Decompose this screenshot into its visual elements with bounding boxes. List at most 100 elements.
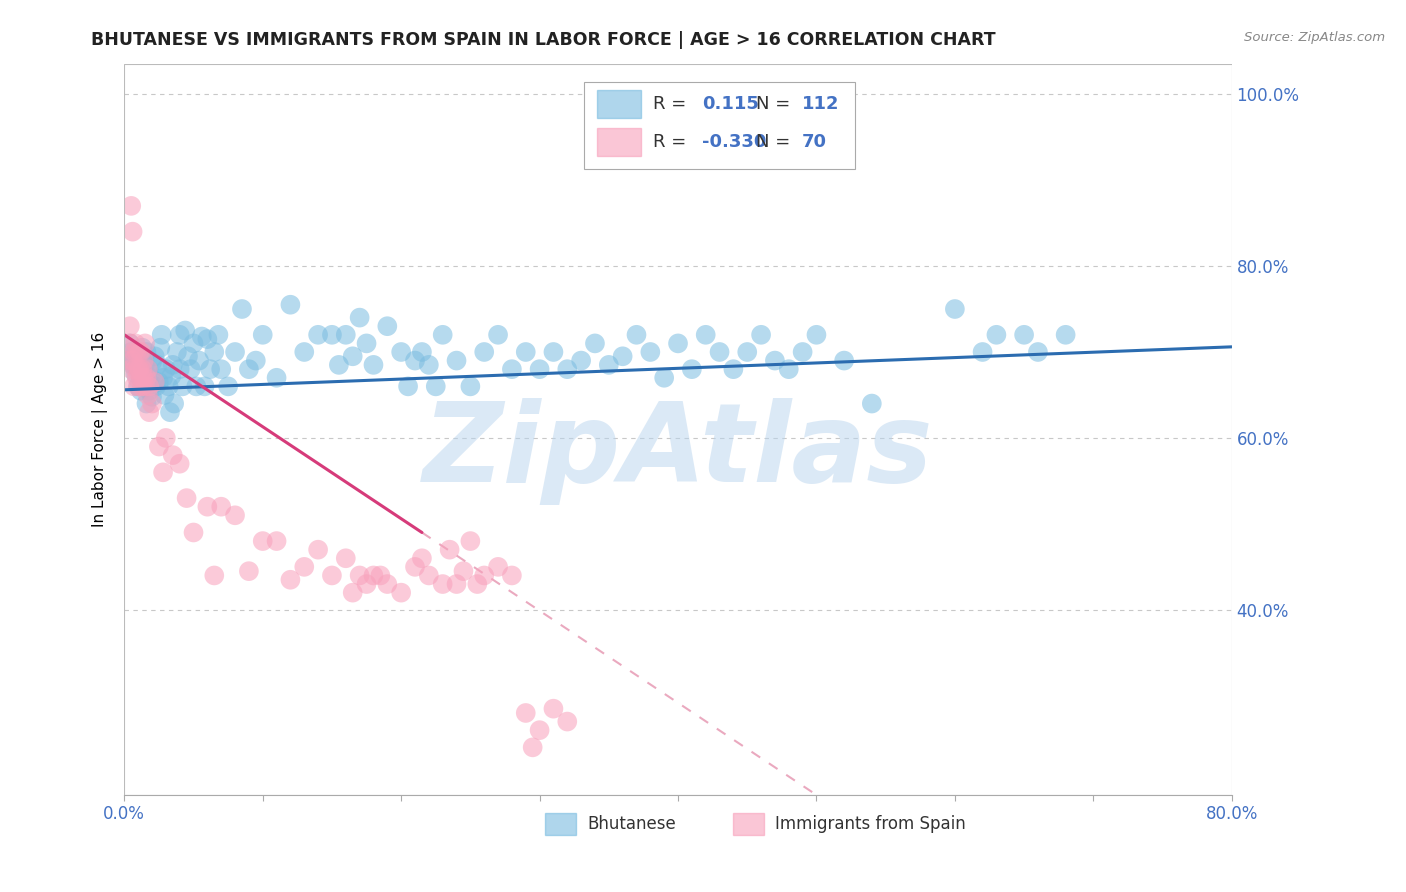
Point	[404, 353, 426, 368]
Point	[252, 327, 274, 342]
Point	[522, 740, 544, 755]
Point	[136, 362, 159, 376]
Point	[472, 345, 495, 359]
Point	[125, 345, 148, 359]
Point	[202, 568, 225, 582]
Point	[174, 324, 197, 338]
Point	[131, 341, 153, 355]
Point	[342, 585, 364, 599]
Point	[135, 396, 157, 410]
Point	[626, 327, 648, 342]
Point	[191, 329, 214, 343]
Text: R =: R =	[652, 95, 686, 113]
Point	[141, 396, 163, 410]
Point	[143, 375, 166, 389]
Text: Source: ZipAtlas.com: Source: ZipAtlas.com	[1244, 31, 1385, 45]
Point	[446, 577, 468, 591]
Point	[328, 358, 350, 372]
Text: ZipAtlas: ZipAtlas	[423, 398, 934, 505]
Point	[136, 388, 159, 402]
Point	[124, 362, 146, 376]
Point	[375, 577, 398, 591]
Point	[148, 375, 170, 389]
Point	[763, 353, 786, 368]
Point	[124, 336, 146, 351]
Text: Bhutanese: Bhutanese	[588, 815, 676, 833]
Point	[425, 379, 447, 393]
Point	[117, 353, 139, 368]
Point	[389, 345, 412, 359]
Point	[356, 336, 378, 351]
Point	[194, 379, 217, 393]
Point	[120, 345, 142, 359]
Point	[292, 559, 315, 574]
Point	[188, 353, 211, 368]
Point	[207, 327, 229, 342]
Point	[138, 379, 160, 393]
Point	[138, 375, 160, 389]
Point	[943, 301, 966, 316]
Point	[134, 358, 156, 372]
Point	[460, 534, 482, 549]
Point	[749, 327, 772, 342]
Point	[150, 327, 173, 342]
Point	[169, 457, 191, 471]
Point	[128, 345, 150, 359]
Point	[141, 390, 163, 404]
Point	[501, 568, 523, 582]
Point	[652, 371, 675, 385]
Point	[418, 358, 440, 372]
Point	[118, 336, 141, 351]
Point	[209, 362, 232, 376]
Point	[172, 379, 194, 393]
Point	[389, 585, 412, 599]
Point	[122, 379, 145, 393]
Point	[342, 349, 364, 363]
Point	[972, 345, 994, 359]
Point	[321, 327, 343, 342]
Point	[681, 362, 703, 376]
Point	[792, 345, 814, 359]
Point	[129, 384, 152, 398]
FancyBboxPatch shape	[598, 90, 641, 118]
Point	[735, 345, 758, 359]
Point	[404, 559, 426, 574]
Point	[128, 349, 150, 363]
Point	[266, 534, 288, 549]
Point	[155, 362, 177, 376]
Point	[460, 379, 482, 393]
Point	[139, 371, 162, 385]
Point	[335, 327, 357, 342]
Point	[598, 358, 620, 372]
Point	[132, 353, 155, 368]
Point	[132, 371, 155, 385]
Point	[529, 723, 551, 738]
Point	[180, 362, 202, 376]
Text: R =: R =	[652, 133, 686, 152]
Point	[370, 568, 392, 582]
Point	[143, 349, 166, 363]
Point	[543, 701, 565, 715]
Point	[129, 371, 152, 385]
Point	[138, 384, 160, 398]
Point	[163, 396, 186, 410]
Point	[778, 362, 800, 376]
Point	[153, 388, 176, 402]
Point	[183, 336, 205, 351]
Point	[131, 353, 153, 368]
Point	[157, 379, 180, 393]
Point	[162, 448, 184, 462]
Point	[280, 298, 302, 312]
Point	[224, 508, 246, 523]
Point	[121, 353, 143, 368]
Point	[138, 405, 160, 419]
Point	[136, 362, 159, 376]
Point	[117, 353, 139, 368]
Point	[129, 345, 152, 359]
Point	[583, 336, 606, 351]
Point	[472, 568, 495, 582]
FancyBboxPatch shape	[546, 813, 576, 835]
Point	[169, 362, 191, 376]
Point	[555, 714, 578, 729]
Point	[134, 336, 156, 351]
